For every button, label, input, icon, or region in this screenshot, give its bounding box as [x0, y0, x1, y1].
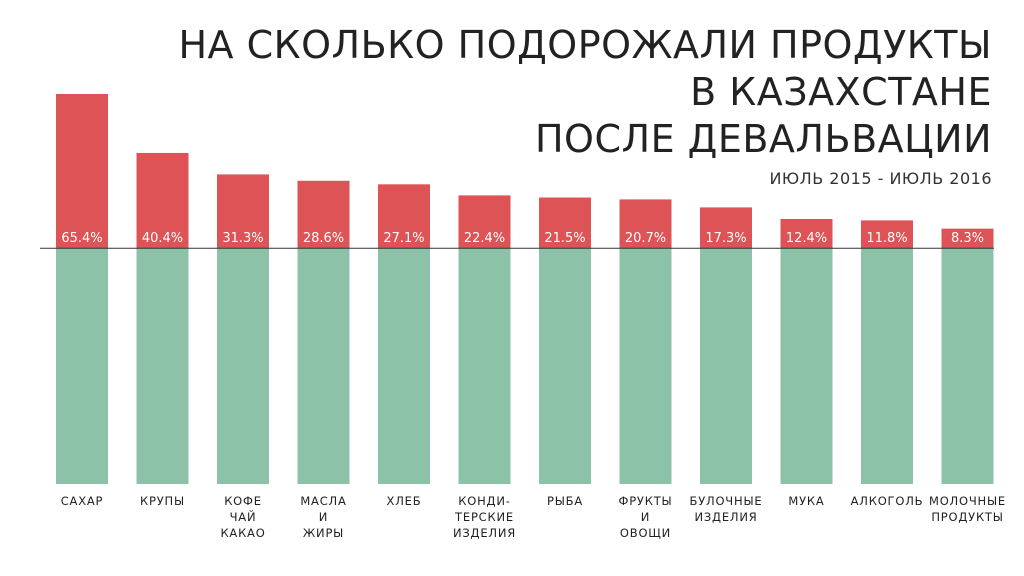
bar-increase: [941, 228, 994, 249]
bar-base: [941, 248, 994, 484]
bar-increase: [378, 184, 430, 249]
category-label: КОНДИ-ТЕРСКИЕ ИЗДЕЛИЯ: [453, 494, 516, 540]
category-label: МУКА: [788, 494, 824, 508]
value-label: 17.3%: [705, 231, 746, 246]
value-label: 40.4%: [142, 231, 183, 246]
value-label: 11.8%: [866, 231, 907, 246]
bar-base: [539, 248, 591, 484]
bar-increase: [780, 218, 833, 249]
bar-increase: [700, 207, 752, 249]
bar-base: [378, 248, 430, 484]
value-label: 8.3%: [951, 231, 984, 246]
category-label: ФРУКТЫ И ОВОЩИ: [619, 494, 673, 540]
value-label: 20.7%: [625, 231, 666, 246]
bar-increase: [136, 152, 189, 249]
bar-increase: [539, 197, 591, 249]
bar-increase: [458, 195, 511, 249]
bar-base: [780, 248, 833, 484]
bar-base: [619, 248, 672, 484]
value-label: 21.5%: [544, 231, 585, 246]
bar-base: [136, 248, 189, 484]
category-label: МАСЛА И ЖИРЫ: [300, 494, 346, 540]
chart-title-line-3: ПОСЛЕ ДЕВАЛЬВАЦИИ: [534, 117, 992, 161]
bar-base: [861, 248, 913, 484]
category-label: АЛКОГОЛЬ: [851, 494, 924, 508]
category-label: КОФЕ ЧАЙ КАКАО: [220, 494, 265, 540]
category-label: КРУПЫ: [140, 494, 185, 508]
bar-increase: [619, 199, 672, 249]
value-label: 27.1%: [383, 231, 424, 246]
value-label: 22.4%: [464, 231, 505, 246]
value-label: 65.4%: [61, 231, 102, 246]
bar-base: [217, 248, 269, 484]
category-label: САХАР: [61, 494, 104, 508]
chart-subtitle: ИЮЛЬ 2015 - ИЮЛЬ 2016: [769, 169, 992, 188]
bar-base: [297, 248, 350, 484]
bar-base: [700, 248, 752, 484]
bar-base: [458, 248, 511, 484]
bar-base: [56, 248, 108, 484]
bar-increase: [217, 174, 269, 249]
bar-increase: [56, 94, 108, 249]
chart-title-block: НА СКОЛЬКО ПОДОРОЖАЛИ ПРОДУКТЫ В КАЗАХСТ…: [178, 22, 992, 188]
bar-increase: [861, 220, 913, 249]
value-label: 12.4%: [786, 231, 827, 246]
category-label: МОЛОЧНЫЕ ПРОДУКТЫ: [929, 494, 1006, 524]
value-label: 31.3%: [222, 231, 263, 246]
chart-title-line-2: В КАЗАХСТАНЕ: [690, 70, 992, 114]
value-label: 28.6%: [303, 231, 344, 246]
category-label: БУЛОЧНЫЕ ИЗДЕЛИЯ: [690, 494, 763, 524]
chart-title-line-1: НА СКОЛЬКО ПОДОРОЖАЛИ ПРОДУКТЫ: [178, 23, 992, 67]
category-label: РЫБА: [547, 494, 583, 508]
bar-increase: [297, 180, 350, 249]
category-label: ХЛЕБ: [387, 494, 422, 508]
